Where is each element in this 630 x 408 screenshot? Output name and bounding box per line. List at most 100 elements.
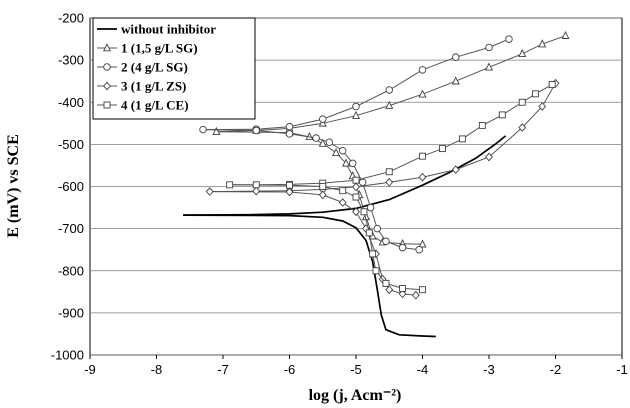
legend-box <box>92 17 256 120</box>
data-point <box>366 203 375 212</box>
data-point <box>212 126 221 135</box>
data-point <box>518 123 527 132</box>
y-axis-label: E (mV) vs SCE <box>5 134 22 238</box>
data-point <box>360 208 368 216</box>
x-tick-label: -8 <box>151 362 163 377</box>
series-line-anodic <box>183 135 507 216</box>
data-point <box>372 267 380 275</box>
data-point <box>352 182 360 192</box>
data-point <box>478 121 486 129</box>
data-point <box>518 98 526 106</box>
legend-label: 1 (1,5 g/L SG) <box>121 41 198 56</box>
series-line-cathodic <box>183 214 436 338</box>
data-point <box>369 250 377 258</box>
y-tick-labels: -1000 -900 -800 -700 -600 -500 -400 -300 -200 <box>51 11 84 363</box>
data-point <box>352 207 360 217</box>
y-tick-label: -200 <box>58 11 84 26</box>
data-point <box>205 187 214 196</box>
data-point <box>319 115 327 123</box>
legend-entry: without inhibitor <box>97 22 216 37</box>
data-point <box>352 102 360 111</box>
legend-label: without inhibitor <box>121 22 216 37</box>
data-point <box>385 168 393 176</box>
data-point <box>226 181 234 189</box>
y-tick-label: -600 <box>58 179 84 194</box>
data-point <box>382 279 390 287</box>
data-point <box>419 286 426 294</box>
x-tick-label: -9 <box>84 362 96 377</box>
y-tick-label: -900 <box>58 305 84 320</box>
data-point <box>285 130 294 138</box>
series-line-anodic <box>203 38 510 131</box>
y-tick-label: -500 <box>58 137 84 152</box>
data-point <box>352 193 360 201</box>
data-point <box>319 183 327 190</box>
data-point <box>348 159 357 168</box>
y-tick-label: -1000 <box>51 348 84 363</box>
legend-label: 4 (1 g/L CE) <box>121 98 189 113</box>
legend-entry: 1 (1,5 g/L SG) <box>97 41 198 56</box>
data-point <box>452 53 460 61</box>
data-point <box>561 30 570 39</box>
x-tick-labels: -9 -8 -7 -6 -5 -4 -3 -2 -1 <box>84 362 628 377</box>
data-point <box>385 86 394 94</box>
legend-label: 3 (1 g/L ZS) <box>121 79 186 94</box>
data-point <box>286 181 293 189</box>
x-tick-label: -1 <box>616 362 628 377</box>
data-point <box>252 186 261 196</box>
data-point <box>385 177 394 187</box>
data-point <box>418 239 427 248</box>
data-point <box>365 229 373 237</box>
data-point <box>358 178 367 187</box>
data-point <box>398 243 407 252</box>
data-point <box>352 176 360 184</box>
series-group <box>183 30 570 338</box>
data-point <box>458 135 466 143</box>
data-point <box>382 237 390 246</box>
data-point <box>484 62 494 71</box>
data-point <box>341 158 351 167</box>
x-tick-label: -3 <box>483 362 495 377</box>
x-tick-label: -2 <box>550 362 562 377</box>
series-line-anodic <box>216 35 566 133</box>
data-point <box>451 165 460 175</box>
data-point <box>338 198 347 207</box>
legend-marker <box>103 81 111 91</box>
legend-label: 2 (4 g/L SG) <box>121 60 188 75</box>
data-point <box>399 284 406 292</box>
data-point <box>325 138 334 147</box>
legend-entry: 2 (4 g/L SG) <box>97 60 188 75</box>
legend-entry: 3 (1 g/L ZS) <box>97 79 186 94</box>
x-tick-label: -5 <box>350 362 362 377</box>
data-point <box>285 187 294 197</box>
x-tick-label: -6 <box>284 362 296 377</box>
data-point <box>485 43 493 52</box>
y-tick-label: -300 <box>58 53 84 68</box>
series-4 <box>226 81 556 294</box>
data-point <box>385 285 394 295</box>
x-axis-label: log (j, Acm⁻²) <box>309 387 402 404</box>
data-point <box>505 35 513 43</box>
data-point <box>318 138 327 147</box>
data-point <box>411 290 420 300</box>
data-point <box>419 152 426 160</box>
data-point <box>385 100 394 109</box>
series-2 <box>199 35 513 254</box>
data-point <box>415 245 423 254</box>
data-point <box>318 190 327 200</box>
data-point <box>351 110 361 119</box>
data-point <box>339 187 347 195</box>
y-tick-label: -400 <box>58 95 84 110</box>
data-point <box>518 49 527 58</box>
data-point <box>451 76 460 85</box>
data-point <box>312 134 320 142</box>
data-point <box>418 89 427 98</box>
data-point <box>498 111 506 119</box>
legend-entry: 4 (1 g/L CE) <box>97 98 189 113</box>
legend-marker <box>102 43 112 52</box>
data-point <box>485 152 493 162</box>
data-point <box>199 125 207 134</box>
legend-marker <box>103 63 111 71</box>
legend-marker <box>103 101 111 109</box>
